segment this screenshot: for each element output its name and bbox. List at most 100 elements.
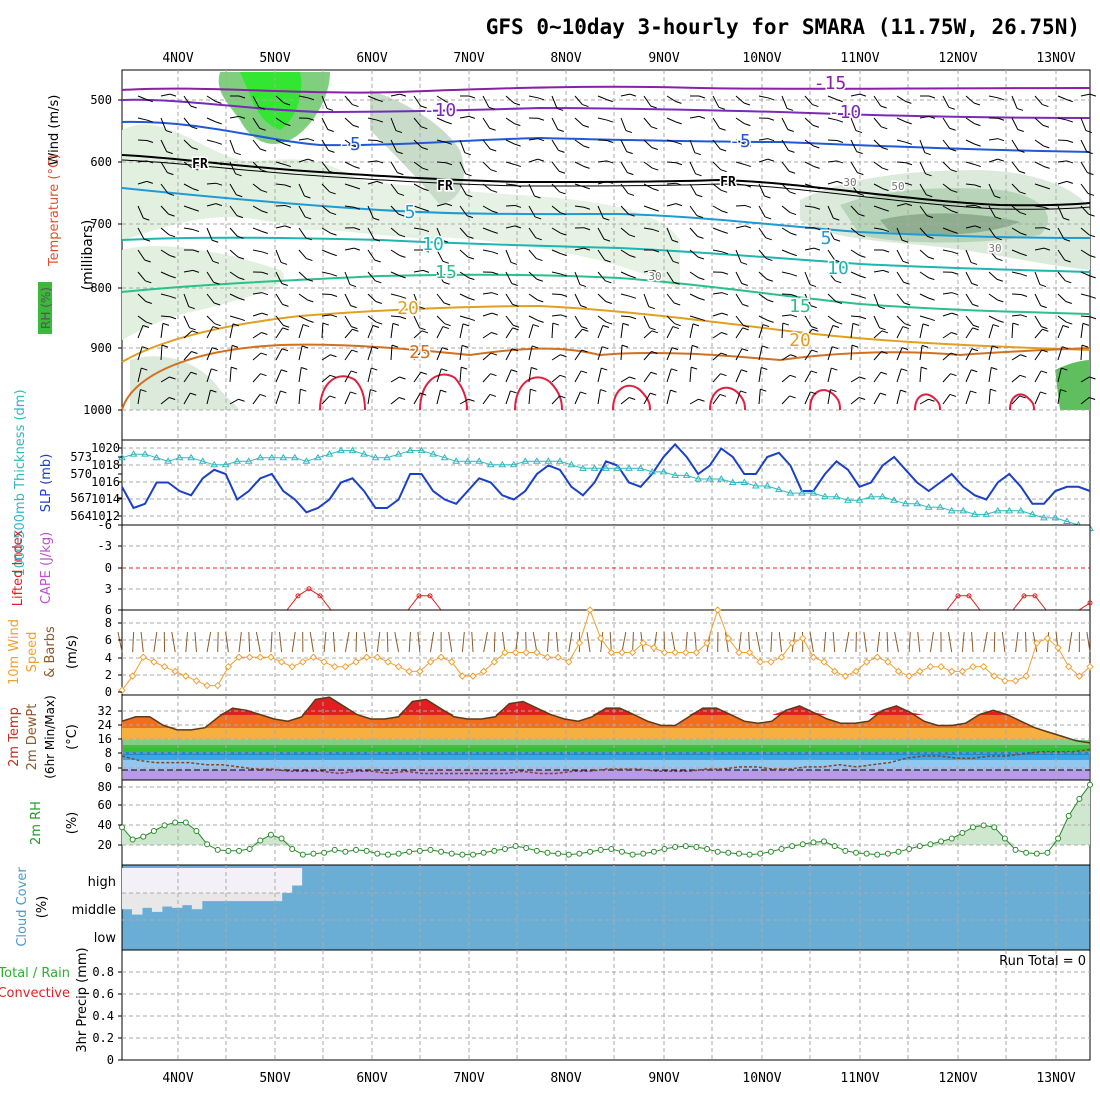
rh2m-marker xyxy=(268,832,273,837)
rh2m-marker xyxy=(183,820,188,825)
wind-barb-flag xyxy=(1090,317,1096,319)
rh2m-marker xyxy=(513,844,518,849)
rh2m-marker xyxy=(726,850,731,855)
rh2m-marker xyxy=(875,852,880,857)
wind-barb xyxy=(736,205,745,206)
day-label: 12NOV xyxy=(938,51,977,66)
tick-label: 80 xyxy=(98,780,112,794)
profile-units-label: (millibars) xyxy=(80,220,96,291)
cloud-gap xyxy=(232,893,242,901)
precip-label-2: Convective xyxy=(0,986,70,1001)
contour-label: FR xyxy=(720,175,736,190)
cloud-panel: high middle low Cloud Cover (%) xyxy=(15,865,1090,950)
rh2m-marker xyxy=(545,850,550,855)
rh2m-marker xyxy=(705,846,710,851)
day-label: 7NOV xyxy=(453,51,484,66)
tick-label: 4 xyxy=(105,651,112,665)
rh2m-marker xyxy=(449,851,454,856)
precip-frame xyxy=(122,950,1090,1060)
cloud-gap xyxy=(272,893,282,901)
rh2m-marker xyxy=(577,851,582,856)
tick-label: 0.8 xyxy=(92,965,114,979)
wind-barb xyxy=(1012,294,1021,295)
rh2m-marker xyxy=(768,849,773,854)
tick-label: 0.2 xyxy=(92,1031,114,1045)
day-label: 9NOV xyxy=(648,51,679,66)
rh2m-marker xyxy=(853,850,858,855)
wind-barb-10m xyxy=(1025,632,1026,652)
cloud-gap xyxy=(222,868,232,893)
tick-label: 1018 xyxy=(91,458,120,472)
cloud-gap xyxy=(162,893,172,907)
tick-label: 1020 xyxy=(91,441,120,455)
rh2m-marker xyxy=(843,848,848,853)
rh2m-marker xyxy=(822,839,827,844)
temperature-band xyxy=(123,760,1089,766)
day-label: 11NOV xyxy=(840,1071,879,1086)
cloud-gap xyxy=(202,893,212,901)
rh2m-marker xyxy=(534,848,539,853)
rh2m-marker xyxy=(354,847,359,852)
contour-label: -10 xyxy=(424,100,457,121)
cloud-gap xyxy=(182,868,192,893)
chart-title: GFS 0~10day 3-hourly for SMARA (11.75W, … xyxy=(486,15,1080,39)
rh2m-marker xyxy=(1034,851,1039,856)
cloud-gap xyxy=(192,868,202,893)
rh2m-marker xyxy=(811,840,816,845)
cloud-gap xyxy=(192,893,202,909)
rh2m-marker xyxy=(471,852,476,857)
rh2m-marker xyxy=(322,850,327,855)
profile-temp-label: Temperature (°C) xyxy=(47,154,62,267)
rh2m-marker xyxy=(683,844,688,849)
rh2m-marker xyxy=(162,823,167,828)
tick-label: 3 xyxy=(105,582,112,596)
tick-label: 6 xyxy=(105,633,112,647)
rh2m-marker xyxy=(758,851,763,856)
cloud-gap xyxy=(262,868,272,893)
contour-label: 15 xyxy=(435,262,457,283)
contour-label: -15 xyxy=(814,73,847,94)
rh2m-marker xyxy=(736,851,741,856)
tick-label: 60 xyxy=(98,798,112,812)
rh2m-label: 2m RH xyxy=(29,801,44,845)
rh2m-marker xyxy=(226,848,231,853)
cloud-gap xyxy=(172,893,182,908)
precip-ticks: 0.80.60.40.20 xyxy=(92,965,122,1067)
rh2m-frame xyxy=(122,780,1090,865)
rh2m-marker xyxy=(1077,796,1082,801)
day-label: 12NOV xyxy=(938,1071,977,1086)
day-label: 8NOV xyxy=(550,51,581,66)
tick-label: 2 xyxy=(105,668,112,682)
cloud-gap xyxy=(202,868,212,893)
temperature-band xyxy=(123,740,1089,745)
rh2m-marker xyxy=(1088,782,1093,787)
cloud-gap xyxy=(282,868,292,893)
contour-label: FR xyxy=(437,179,453,194)
rh2m-marker xyxy=(460,852,465,857)
wind-barb xyxy=(782,294,791,295)
rh2m-marker xyxy=(673,845,678,850)
tick-label: 8 xyxy=(105,616,112,630)
rh2m-marker xyxy=(885,851,890,856)
tick-label: 0 xyxy=(105,761,112,775)
temperature-band xyxy=(123,748,1089,752)
rh2m-marker xyxy=(641,851,646,856)
rh2m-marker xyxy=(428,847,433,852)
rh2m-marker xyxy=(981,823,986,828)
wind10-units: (m/s) xyxy=(65,635,80,669)
cloud-gap xyxy=(272,868,282,893)
rh2m-marker xyxy=(556,851,561,856)
cloud-gap xyxy=(292,868,302,886)
contour-label: 25 xyxy=(409,342,431,363)
rh2m-marker xyxy=(598,847,603,852)
rh2m-marker xyxy=(492,848,497,853)
cloud-gap xyxy=(152,893,162,912)
temperature-band xyxy=(123,755,1089,760)
day-label: 6NOV xyxy=(356,1071,387,1086)
cloud-gap xyxy=(242,893,252,901)
day-label: 5NOV xyxy=(259,51,290,66)
cloud-gap xyxy=(212,893,222,901)
